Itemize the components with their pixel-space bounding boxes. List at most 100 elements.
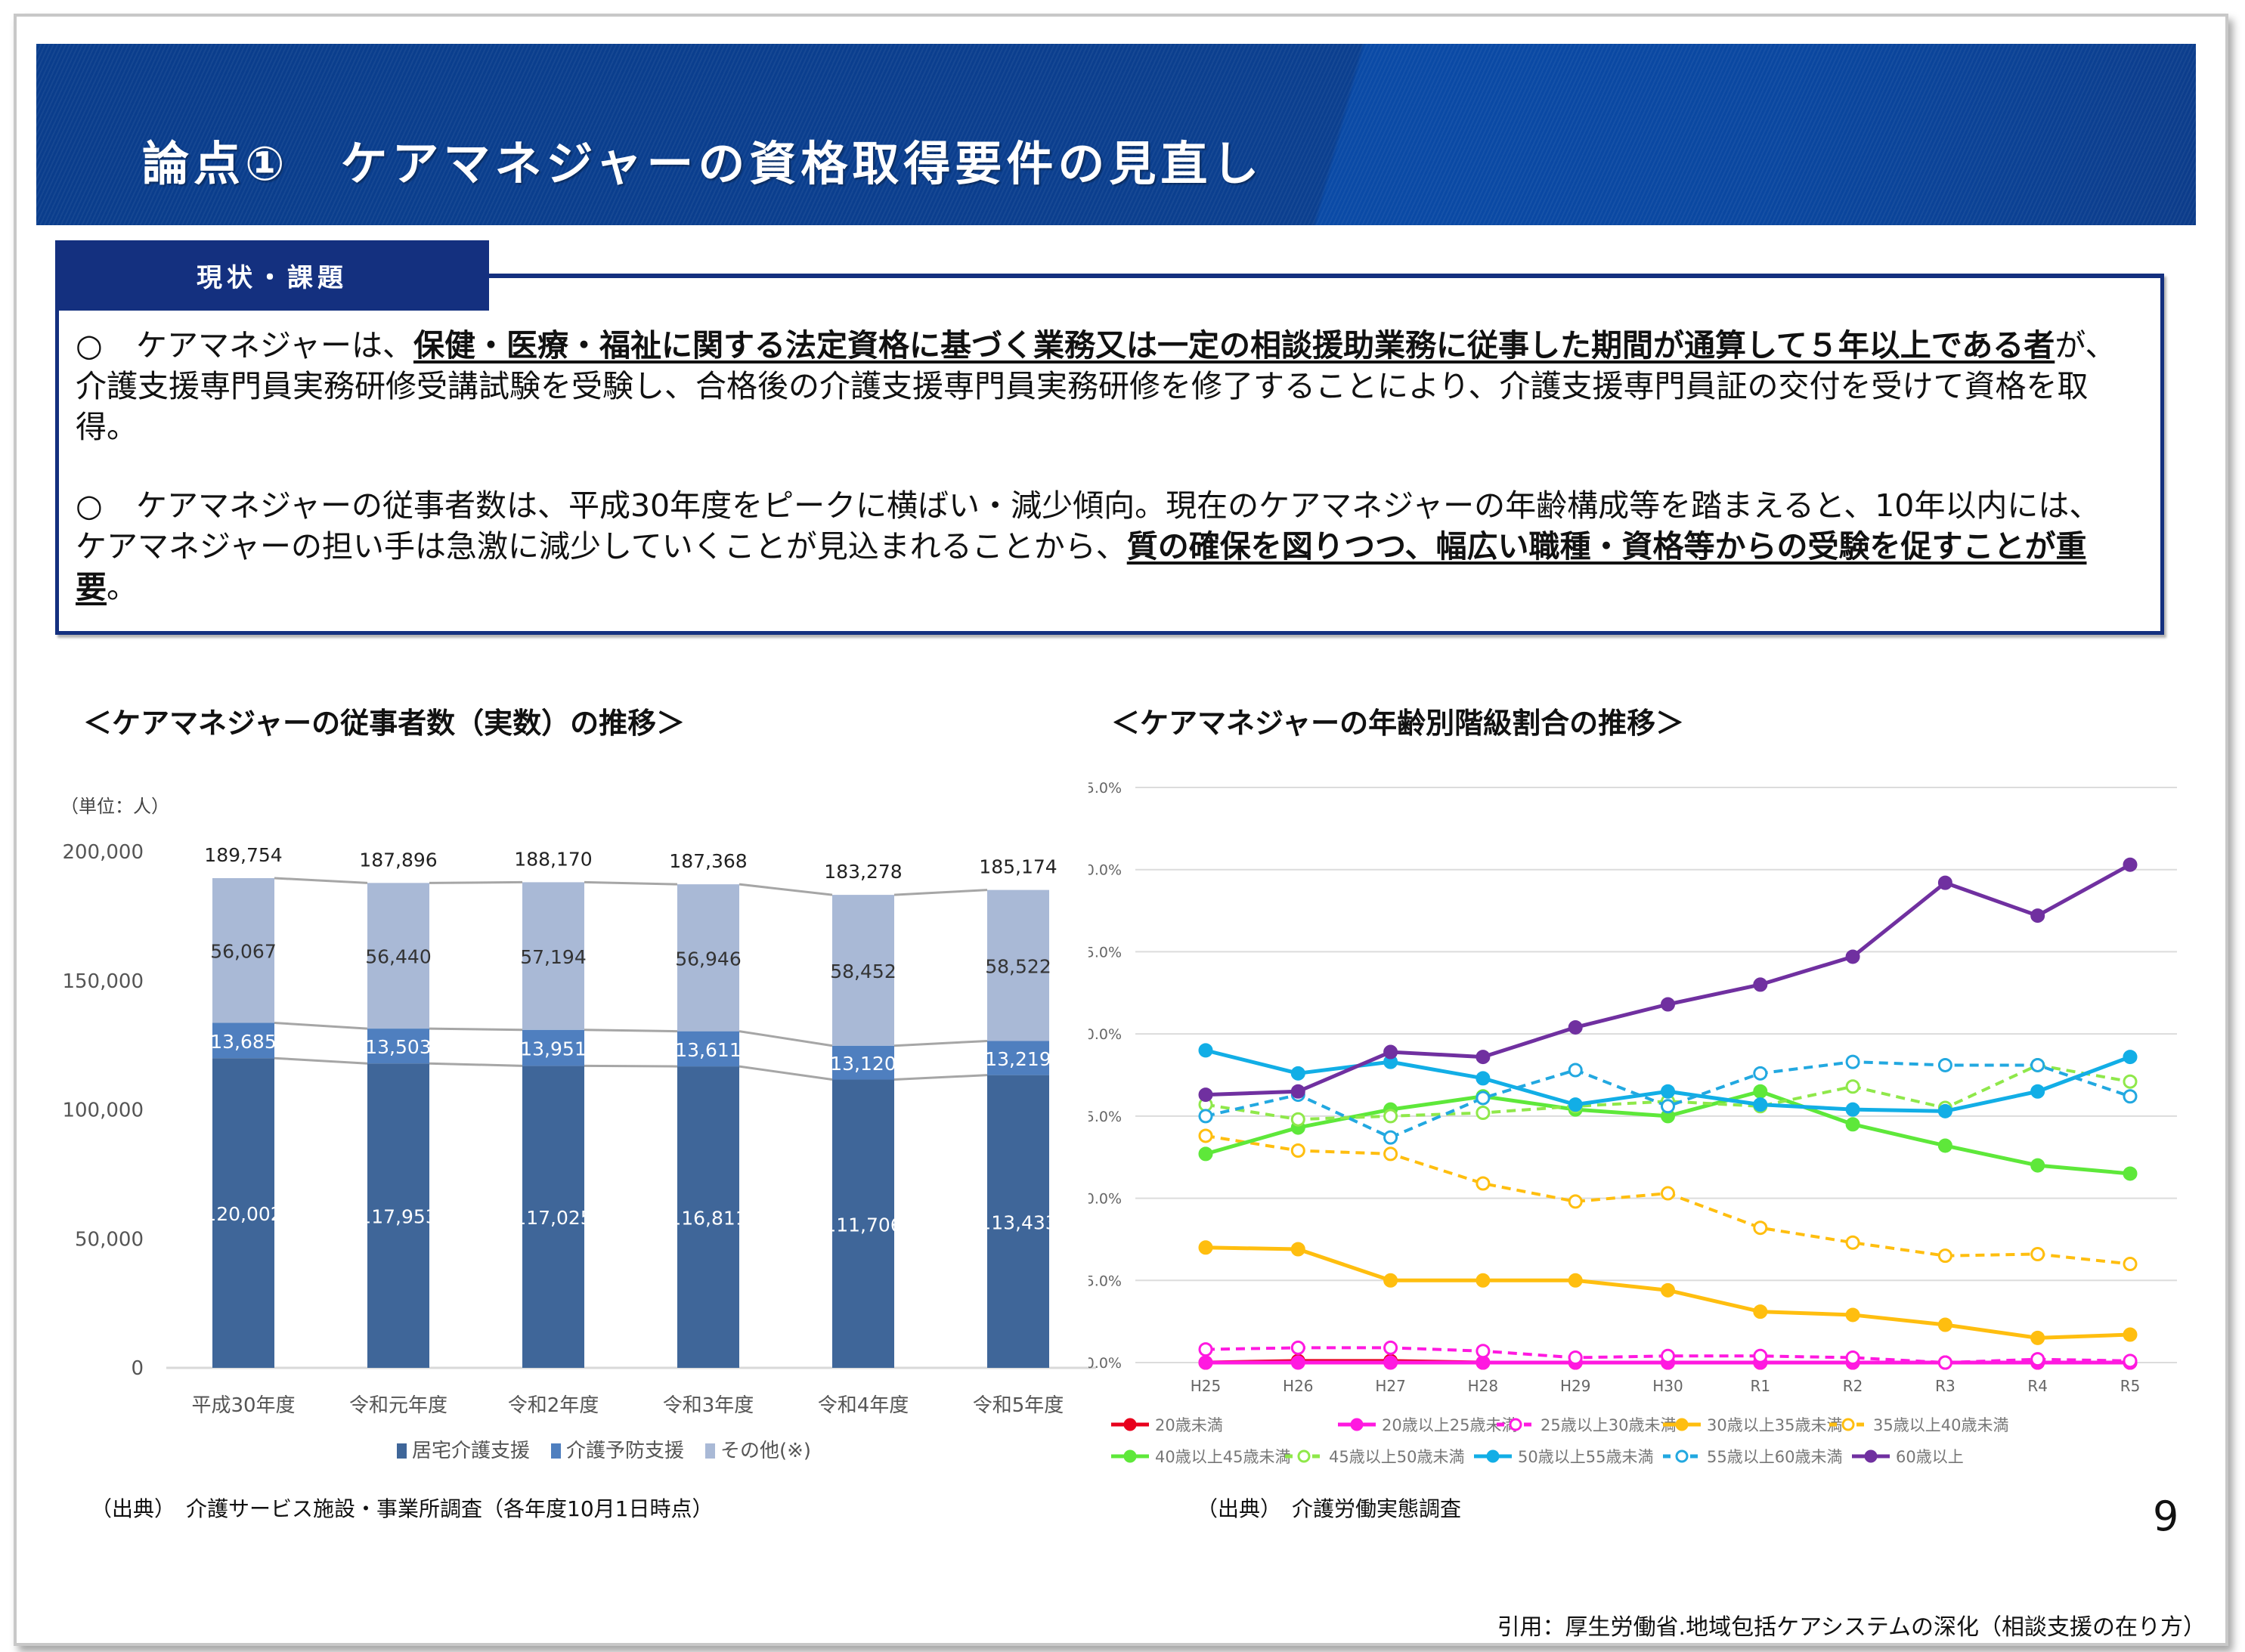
legend-marker bbox=[1864, 1449, 1878, 1463]
y-tick-label: 20.0% bbox=[1088, 1026, 1122, 1043]
series-connector-line bbox=[584, 1029, 678, 1033]
bar-segment-2 bbox=[522, 1029, 584, 1066]
unit-label: （単位：人） bbox=[60, 796, 169, 817]
bar-value-label: 13,951 bbox=[520, 1038, 586, 1060]
legend-swatch bbox=[397, 1443, 407, 1459]
bar-value-label: 13,611 bbox=[675, 1039, 741, 1061]
summary-box bbox=[55, 274, 2164, 635]
line-chart-title: ＜ケアマネジャーの年齢別階級割合の推移＞ bbox=[1111, 707, 1685, 740]
y-tick-label: 25.0% bbox=[1088, 944, 1122, 961]
emphasis-text: 質の確保を図りつつ、幅広い職種・資格等からの受験を促すことが重要 bbox=[76, 528, 2087, 605]
data-point bbox=[1753, 1097, 1768, 1112]
bar-segment-2 bbox=[832, 1045, 894, 1080]
data-point bbox=[1290, 1112, 1305, 1127]
data-point bbox=[2030, 1158, 2045, 1173]
paragraph-1: ○ ケアマネジャーは、保健・医療・福祉に関する法定資格に基づく業務又は一定の相談援… bbox=[76, 325, 2116, 447]
bar-segment-1 bbox=[832, 1079, 894, 1368]
data-point bbox=[1568, 1063, 1583, 1078]
x-tick-label: 令和元年度 bbox=[349, 1394, 447, 1417]
y-tick-label: 200,000 bbox=[62, 841, 144, 864]
series-connector-line bbox=[739, 883, 833, 896]
page-number: 9 bbox=[2153, 1493, 2179, 1540]
data-point bbox=[1937, 1103, 1952, 1118]
data-point bbox=[1383, 1273, 1398, 1288]
data-point bbox=[1290, 1066, 1305, 1081]
data-point bbox=[1198, 1146, 1213, 1162]
section-tab: 現状・課題 bbox=[55, 240, 489, 311]
bar-value-label: 111,706 bbox=[824, 1214, 902, 1236]
y-tick-label: 10.0% bbox=[1088, 1191, 1122, 1208]
series-connector-line bbox=[274, 1021, 368, 1030]
data-point bbox=[1198, 1342, 1213, 1357]
x-tick-label: 令和4年度 bbox=[818, 1394, 909, 1417]
legend-marker bbox=[1509, 1418, 1522, 1431]
data-point bbox=[1937, 1138, 1952, 1153]
bar-value-label: 13,685 bbox=[210, 1031, 276, 1053]
data-point bbox=[2123, 1257, 2138, 1272]
data-point bbox=[1198, 1109, 1213, 1124]
series-connector-line bbox=[739, 1030, 833, 1047]
data-point bbox=[1753, 977, 1768, 992]
bar-segment-1 bbox=[367, 1063, 429, 1368]
data-point bbox=[1661, 1282, 1675, 1298]
header-band: 論点① ケアマネジャーの資格取得要件の見直し bbox=[36, 44, 2196, 225]
data-point bbox=[1845, 1102, 1860, 1117]
data-point bbox=[1383, 1130, 1398, 1145]
data-point bbox=[1753, 1066, 1768, 1081]
bar-segment-1 bbox=[987, 1075, 1049, 1368]
data-point bbox=[1476, 1355, 1491, 1370]
series-connector-line bbox=[429, 1027, 523, 1032]
data-point bbox=[1198, 1240, 1213, 1255]
data-point bbox=[1845, 1307, 1860, 1323]
y-tick-label: 30.0% bbox=[1088, 862, 1122, 879]
data-point bbox=[1568, 1273, 1583, 1288]
legend-label: 50歳以上55歳未満 bbox=[1518, 1448, 1653, 1466]
legend-marker bbox=[1841, 1418, 1855, 1431]
data-point bbox=[1845, 949, 1860, 964]
data-point bbox=[1661, 1099, 1675, 1114]
data-point bbox=[1753, 1084, 1768, 1099]
data-point bbox=[1568, 1019, 1583, 1035]
data-point bbox=[1661, 997, 1675, 1012]
y-tick-label: 5.0% bbox=[1088, 1273, 1122, 1289]
series-connector-line bbox=[429, 880, 523, 884]
data-point bbox=[1198, 1087, 1213, 1103]
x-tick-label: H27 bbox=[1375, 1377, 1406, 1395]
data-point bbox=[1845, 1350, 1860, 1365]
legend-label: 20歳以上25歳未満 bbox=[1382, 1416, 1517, 1434]
data-point bbox=[1476, 1106, 1491, 1121]
series-connector-line bbox=[739, 1065, 833, 1081]
data-point bbox=[1845, 1117, 1860, 1132]
bar-value-label: 56,067 bbox=[210, 941, 276, 963]
x-tick-label: 令和2年度 bbox=[508, 1394, 599, 1417]
bar-segment-2 bbox=[367, 1029, 429, 1064]
data-point bbox=[1290, 1084, 1305, 1099]
legend-marker bbox=[1123, 1418, 1137, 1431]
bar-chart: （単位：人） 0 50,000 100,000 150,000 200,000 120,00… bbox=[60, 796, 1096, 1462]
bar-value-label: 58,452 bbox=[830, 961, 896, 982]
bar-value-label: 120,002 bbox=[204, 1203, 282, 1225]
data-point bbox=[1937, 1248, 1952, 1264]
bar-segment-1 bbox=[212, 1058, 274, 1368]
bar-value-label: 13,120 bbox=[830, 1053, 896, 1075]
paragraph-2: ○ ケアマネジャーの従事者数は、平成30年度をピークに横ばい・減少傾向。現在のケア… bbox=[76, 485, 2116, 608]
citation: 引用：厚生労働省.地域包括ケアシステムの深化（相談支援の在り方） bbox=[1497, 1614, 2206, 1641]
bar-segment-3 bbox=[212, 877, 274, 1023]
series-line-10 bbox=[1205, 863, 2132, 1097]
data-point bbox=[1753, 1348, 1768, 1363]
data-point bbox=[1476, 1273, 1491, 1288]
bar-value-label: 117,025 bbox=[514, 1207, 592, 1229]
data-point bbox=[1383, 1340, 1398, 1355]
page-title: 論点① ケアマネジャーの資格取得要件の見直し bbox=[142, 136, 1264, 191]
x-tick-label: H28 bbox=[1468, 1377, 1499, 1395]
data-point bbox=[2030, 1084, 2045, 1099]
series-line-7 bbox=[1205, 1063, 2131, 1121]
data-point bbox=[2123, 857, 2138, 872]
data-point bbox=[1476, 1344, 1491, 1359]
x-tick-label: H26 bbox=[1283, 1377, 1314, 1395]
x-tick-label: 令和5年度 bbox=[973, 1394, 1064, 1417]
data-point bbox=[1661, 1186, 1675, 1201]
bar-total-label: 185,174 bbox=[979, 856, 1057, 878]
data-point bbox=[1476, 1071, 1491, 1086]
legend-swatch bbox=[705, 1443, 715, 1459]
